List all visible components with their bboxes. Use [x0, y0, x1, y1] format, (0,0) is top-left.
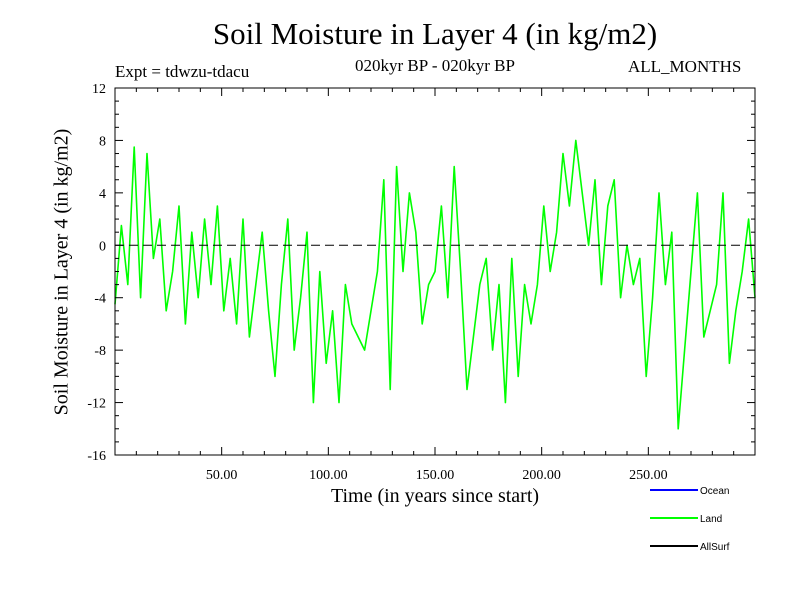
x-axis-label: Time (in years since start) — [330, 485, 540, 507]
y-tick-label: 4 — [99, 187, 106, 202]
legend-label-ocean: Ocean — [700, 486, 729, 497]
chart-title: Soil Moisture in Layer 4 (in kg/m2) — [212, 16, 658, 51]
experiment-label: Expt = tdwzu-tdacu — [115, 62, 250, 81]
y-tick-label: 8 — [99, 134, 106, 149]
y-tick-label: 12 — [92, 82, 106, 97]
y-tick-label: -12 — [87, 397, 106, 412]
legend-label-land: Land — [700, 514, 722, 525]
x-tick-label: 200.00 — [522, 468, 561, 483]
legend-label-allsurf: AllSurf — [700, 542, 730, 553]
y-tick-label: -16 — [87, 449, 106, 464]
months-label: ALL_MONTHS — [628, 57, 742, 76]
series-line-land — [114, 139, 756, 430]
x-tick-label: 250.00 — [629, 468, 668, 483]
x-tick-label: 150.00 — [416, 468, 455, 483]
x-tick-label: 50.00 — [206, 468, 238, 483]
x-tick-label: 100.00 — [309, 468, 348, 483]
y-tick-label: -8 — [94, 344, 106, 359]
period-label: 020kyr BP - 020kyr BP — [355, 56, 515, 75]
series-layer — [114, 139, 756, 430]
legend: Ocean Land AllSurf — [650, 486, 730, 553]
ticks-layer: -16 -12 -8 -4 0 4 8 12 50.00 100.00 150.00 200.00 25… — [87, 82, 755, 483]
y-tick-label: -4 — [94, 292, 106, 307]
y-tick-label: 0 — [99, 239, 106, 254]
